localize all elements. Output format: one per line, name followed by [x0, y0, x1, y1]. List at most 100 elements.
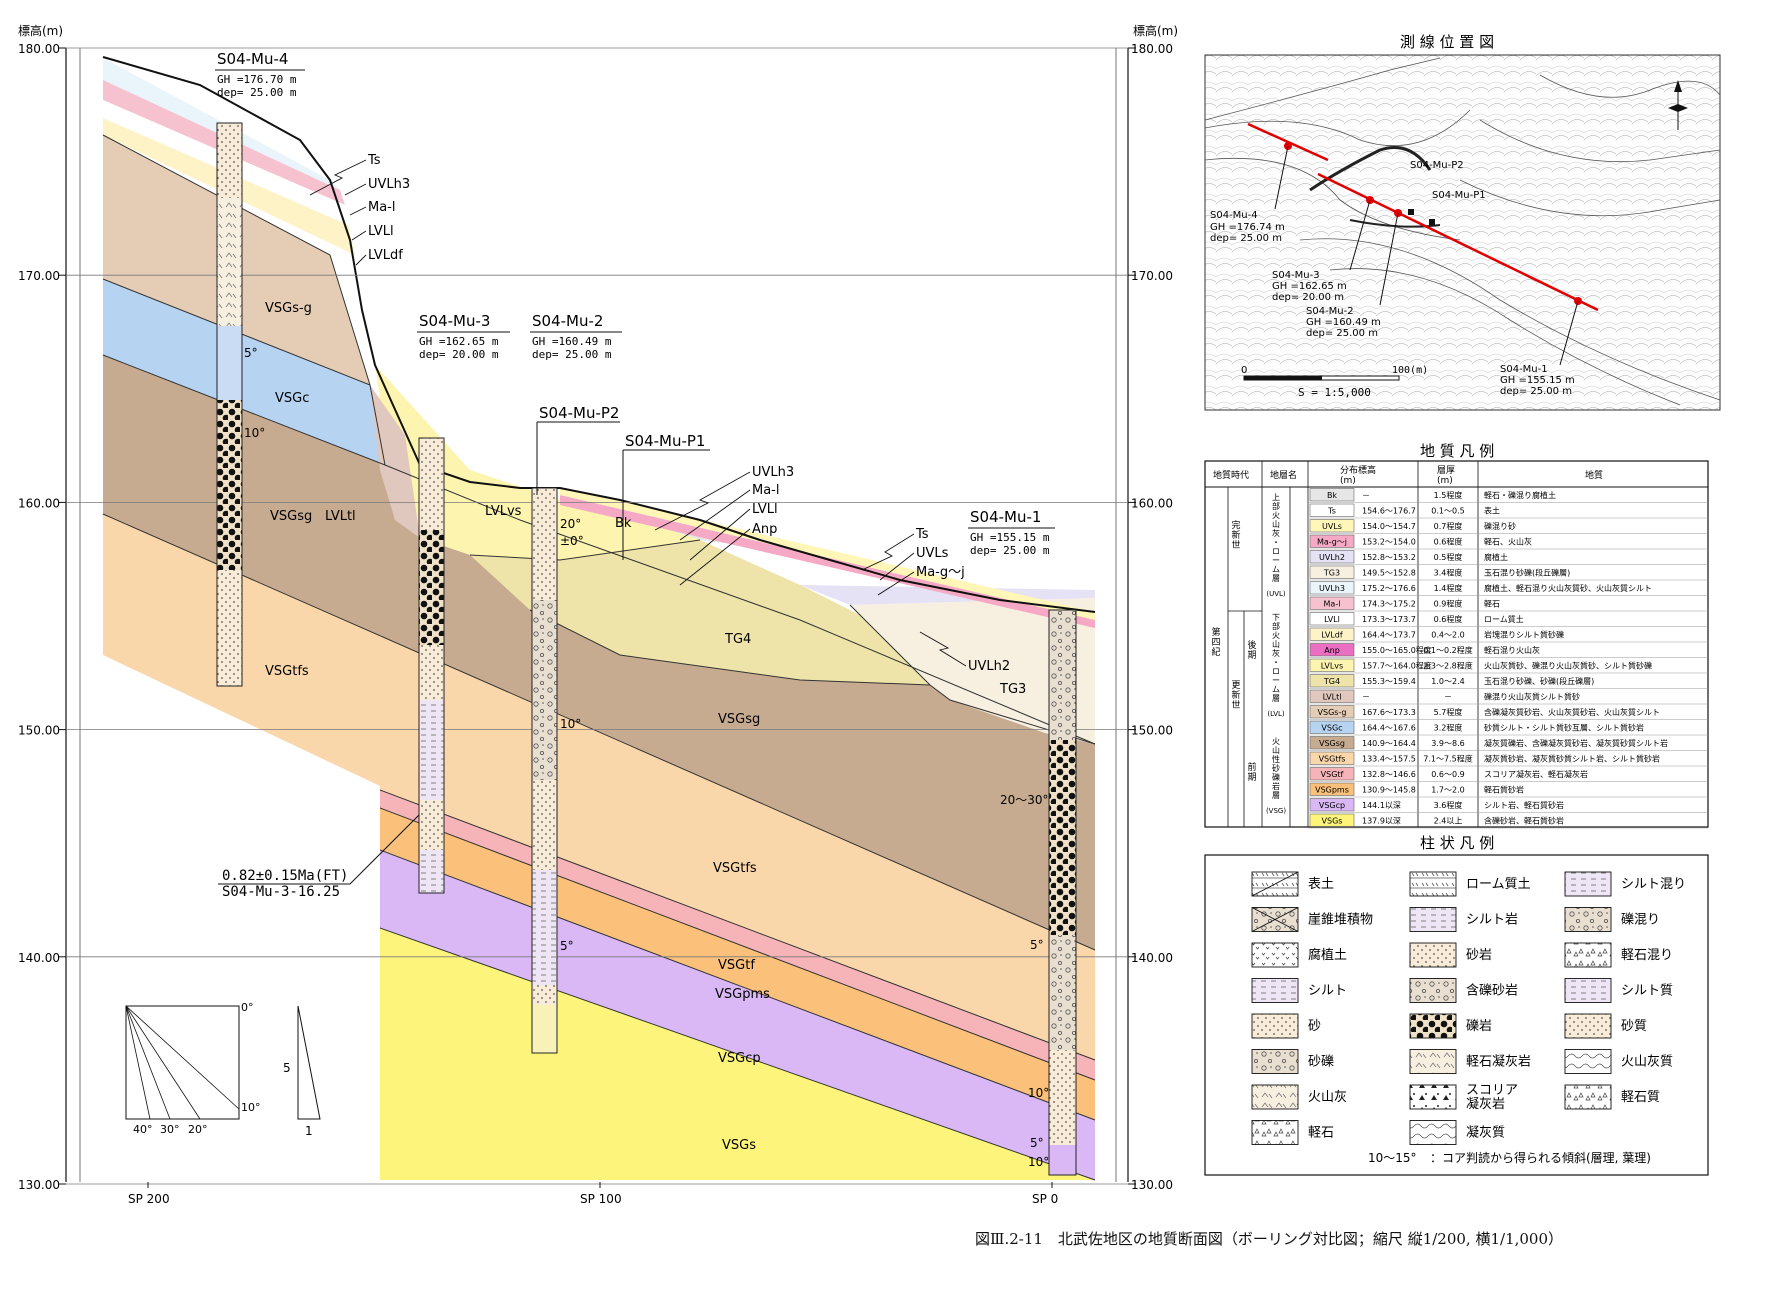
- legend-range: 167.6～173.3: [1362, 708, 1416, 717]
- borehole-mu2: [531, 487, 558, 1054]
- legend-thickness: 3.9～8.6: [1431, 739, 1464, 748]
- legend-code: UVLh2: [1319, 553, 1345, 562]
- column-legend-label: 砂礫: [1308, 1054, 1334, 1070]
- north-arrow-icon: [1668, 80, 1688, 130]
- legend-swatch: [1309, 581, 1355, 595]
- legend-thickness: 1.7～2.0: [1431, 786, 1464, 795]
- column-legend-label: 軽石: [1308, 1126, 1334, 1141]
- legend-range: 152.8～153.2: [1362, 553, 1416, 562]
- callout-label: UVLh3: [368, 177, 410, 192]
- legend-thickness: 2.3～2.8程度: [1423, 661, 1472, 671]
- pumice-icon: [1251, 1120, 1299, 1145]
- column-legend-label: 礫混り: [1621, 912, 1660, 928]
- layer-vsgcp: [380, 850, 1095, 1180]
- legend-swatch: [1309, 736, 1355, 750]
- column-legend-label: シルト質: [1621, 984, 1673, 999]
- map-label: GH =162.65 m: [1272, 281, 1347, 292]
- legend-code: VSGs-g: [1318, 708, 1347, 717]
- callout-label: Ts: [367, 153, 381, 168]
- sandstone-icon: [1409, 942, 1457, 968]
- dip-note-range: 10～15°: [1368, 1151, 1417, 1165]
- legend-thickness: 0.5程度: [1434, 552, 1463, 562]
- legend-description: 礫混り砂: [1484, 521, 1516, 531]
- legend-header: 分布標高: [1340, 464, 1376, 476]
- column-legend-label: 砂岩: [1466, 948, 1492, 963]
- map-label: S04-Mu-P2: [1410, 160, 1464, 171]
- legend-swatch: [1309, 565, 1355, 579]
- legend-code: VSGcp: [1319, 801, 1345, 810]
- legend-thickness: 1.4程度: [1434, 583, 1463, 593]
- geology-legend-title: 地 質 凡 例: [1420, 442, 1494, 460]
- column-legend-label: 砂: [1308, 1019, 1321, 1034]
- legend-vertical-char: 層: [1272, 574, 1280, 583]
- scoria-tuff-icon: [1409, 1084, 1457, 1110]
- dip-label: 20°: [560, 517, 581, 531]
- layer-ma-g-j: [560, 495, 1095, 628]
- legend-vertical-char: 層: [1272, 791, 1280, 800]
- legend-thickness: 0.9程度: [1434, 599, 1463, 609]
- legend-vertical-char: 部: [1272, 621, 1280, 631]
- legend-code: Ma-g～j: [1317, 538, 1347, 547]
- legend-vertical-char: ム: [1272, 685, 1280, 694]
- layer-label: VSGtf: [718, 958, 755, 973]
- legend-thickness: 0.6程度: [1434, 614, 1463, 624]
- legend-description: 礫混り火山灰質シルト質砂: [1484, 692, 1580, 702]
- legend-header: 地質時代: [1213, 469, 1249, 481]
- legend-description: 玉石混り砂礫、砂礫(段丘礫層): [1484, 676, 1594, 686]
- legend-vertical-char: 前: [1247, 761, 1256, 773]
- map-label: S04-Mu-P1: [1432, 190, 1486, 201]
- map-label: S04-Mu-3: [1272, 270, 1320, 281]
- ashy-icon: [1564, 1049, 1612, 1074]
- layer-vsgc: [103, 279, 385, 465]
- borehole-dep: dep= 20.00 m: [419, 348, 499, 361]
- sand-icon: [1251, 1013, 1299, 1039]
- borehole-title: S04-Mu-P2: [539, 404, 619, 422]
- gauge-label: 1: [305, 1124, 313, 1138]
- callout-label: UVLs: [916, 546, 949, 561]
- map-labels: S04-Mu-P2 S04-Mu-P1 S04-Mu-4 GH =176.74 …: [1210, 160, 1575, 397]
- legend-range: －: [1362, 693, 1370, 702]
- elev-tick-label-left: 180.00: [18, 42, 60, 56]
- legend-swatch: [1309, 689, 1355, 703]
- legend-description: ローム質土: [1484, 614, 1524, 624]
- map-label: dep= 25.00 m: [1500, 386, 1572, 397]
- legend-description: 砂質シルト・シルト質砂互層、シルト質砂岩: [1484, 723, 1644, 733]
- legend-description: 含礫砂岩、軽石質砂岩: [1484, 816, 1564, 826]
- legend-vertical-char: ・: [1272, 658, 1280, 667]
- dip-label: 10°: [1028, 1155, 1049, 1169]
- humus-icon: [1251, 942, 1299, 968]
- legend-thickness: 0.6程度: [1434, 537, 1463, 547]
- legend-swatch: [1309, 550, 1355, 564]
- borehole-title: S04-Mu-4: [217, 50, 288, 68]
- dip-label: 5°: [244, 346, 258, 360]
- legend-thickness: 0.7程度: [1434, 521, 1463, 531]
- legend-swatch: [1309, 767, 1355, 781]
- column-legend-label: 凝灰岩: [1466, 1096, 1505, 1112]
- legend-header: (m): [1437, 476, 1453, 486]
- column-legend-label: 凝灰質: [1466, 1125, 1505, 1141]
- legend-vertical-char: 世: [1231, 539, 1240, 551]
- legend-vertical-char: 四: [1211, 638, 1220, 648]
- legend-vertical-char: ・: [1272, 538, 1280, 547]
- legend-vertical-char: ロ: [1272, 547, 1280, 556]
- layer-vsgsg: [103, 355, 1095, 950]
- legend-vertical-char: 下: [1272, 613, 1280, 622]
- legend-vertical-char: 山: [1272, 519, 1280, 529]
- sandy-icon: [1564, 1013, 1612, 1039]
- legend-vertical-char: 部: [1272, 501, 1280, 511]
- legend-swatch: [1309, 674, 1355, 688]
- legend-vertical-char: 期: [1247, 772, 1256, 783]
- borehole-title: S04-Mu-1: [970, 508, 1041, 526]
- map-label: S04-Mu-4: [1210, 210, 1258, 221]
- siltstone-icon: [1409, 907, 1457, 932]
- layer-vsgtfs: [103, 514, 1095, 1060]
- ft-sample: S04-Mu-3-16.25: [222, 884, 340, 900]
- callout-label: Ma-l: [368, 200, 396, 215]
- borehole-title: S04-Mu-3: [419, 312, 490, 330]
- legend-range: 132.8～146.6: [1362, 770, 1416, 779]
- legend-description: シルト岩、軽石質砂岩: [1484, 800, 1564, 810]
- callout-label: Ma-l: [752, 483, 780, 498]
- legend-swatch: [1309, 643, 1355, 657]
- borehole-dep: dep= 25.00 m: [970, 544, 1050, 557]
